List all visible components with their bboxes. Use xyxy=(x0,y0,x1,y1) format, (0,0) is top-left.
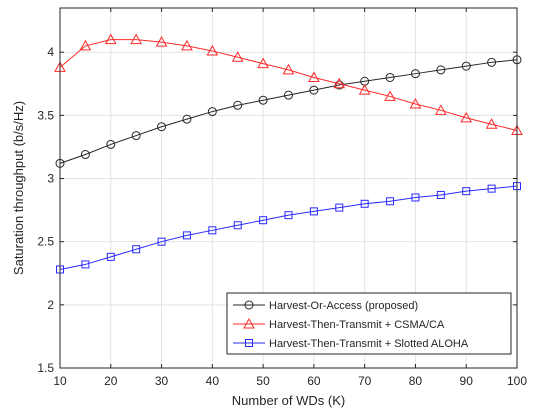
series-line xyxy=(59,39,518,132)
data-point-triangle xyxy=(333,77,346,89)
legend-box xyxy=(226,292,512,355)
data-point-circle xyxy=(233,100,243,110)
data-point-circle xyxy=(182,114,192,124)
legend-item: Harvest-Then-Transmit + Slotted ALOHA xyxy=(233,338,469,350)
data-point-triangle xyxy=(181,39,193,51)
data-point-square xyxy=(386,197,395,206)
series-triangle-group xyxy=(54,33,523,136)
data-point-circle xyxy=(385,72,395,82)
y-tick-label: 2 xyxy=(47,298,54,312)
data-point-triangle xyxy=(308,71,320,82)
data-point-circle xyxy=(131,131,141,141)
data-point-square xyxy=(462,187,471,196)
data-point-triangle xyxy=(384,90,396,101)
data-point-square xyxy=(284,211,293,220)
data-point-square xyxy=(360,199,369,208)
data-point-triangle xyxy=(206,44,219,56)
data-point-triangle xyxy=(358,84,371,95)
data-point-triangle xyxy=(104,33,117,45)
legend: Harvest-Or-Access (proposed) Harvest-Then… xyxy=(226,292,512,355)
series-line xyxy=(59,185,518,270)
series-square-group xyxy=(56,182,521,274)
x-tick-label: 80 xyxy=(409,374,423,388)
x-tick-label: 20 xyxy=(104,374,118,388)
legend-item: Harvest-Or-Access (proposed) xyxy=(233,300,418,312)
y-tick-label: 2.5 xyxy=(37,235,54,249)
y-tick-label: 3 xyxy=(47,172,54,186)
legend-label: Harvest-Then-Transmit + CSMA/CA xyxy=(269,319,445,331)
data-point-square xyxy=(208,226,217,235)
series-group xyxy=(54,33,523,274)
data-point-square xyxy=(309,207,318,216)
data-point-circle xyxy=(284,90,293,100)
axis-ticks: 10 20 30 40 50 60 70 80 90 100 1.5 2 2.5 3 3.5 4 xyxy=(37,8,527,388)
plot-frame xyxy=(59,7,518,369)
y-tick-label: 4 xyxy=(47,45,54,59)
data-point-triangle xyxy=(155,36,168,47)
legend-marker-triangle xyxy=(243,317,255,329)
data-point-square xyxy=(157,237,166,246)
data-point-square xyxy=(436,190,445,199)
data-point-circle xyxy=(487,57,497,67)
x-tick-label: 50 xyxy=(256,374,270,388)
data-point-square xyxy=(132,245,141,254)
data-point-triangle xyxy=(460,111,473,123)
legend-marker-square xyxy=(245,339,253,347)
x-axis-label: Number of WDs (K) xyxy=(232,393,345,408)
data-point-square xyxy=(411,193,420,202)
data-point-square xyxy=(81,260,90,269)
series-circle-group xyxy=(55,55,522,168)
data-point-circle xyxy=(258,95,268,105)
data-point-square xyxy=(259,216,268,225)
series-line xyxy=(59,59,518,164)
data-point-triangle xyxy=(434,104,447,115)
legend-item: Harvest-Then-Transmit + CSMA/CA xyxy=(233,317,445,331)
data-point-triangle xyxy=(485,118,498,129)
x-tick-label: 10 xyxy=(53,374,67,388)
x-tick-label: 30 xyxy=(155,374,169,388)
data-point-triangle xyxy=(409,97,422,109)
y-axis-label: Saturation throughput (b/s/Hz) xyxy=(11,101,26,275)
x-tick-label: 70 xyxy=(358,374,372,388)
data-point-square xyxy=(335,203,344,212)
data-point-circle xyxy=(207,107,217,117)
legend-label: Harvest-Then-Transmit + Slotted ALOHA xyxy=(269,338,469,350)
data-point-square xyxy=(233,221,242,230)
y-tick-label: 3.5 xyxy=(37,108,54,122)
data-point-circle xyxy=(461,61,471,71)
legend-label: Harvest-Or-Access (proposed) xyxy=(269,300,418,312)
data-point-triangle xyxy=(130,33,143,45)
data-point-triangle xyxy=(282,63,295,75)
y-tick-label: 1.5 xyxy=(37,361,54,375)
x-tick-label: 100 xyxy=(507,374,527,388)
data-point-square xyxy=(182,231,191,240)
data-point-square xyxy=(106,252,115,261)
data-point-triangle xyxy=(79,39,92,51)
data-point-circle xyxy=(106,139,116,149)
data-point-square xyxy=(487,184,496,193)
x-tick-label: 60 xyxy=(307,374,321,388)
data-point-circle xyxy=(436,65,446,75)
data-point-circle xyxy=(410,69,420,79)
data-point-triangle xyxy=(257,57,269,69)
data-point-circle xyxy=(157,122,167,132)
x-tick-label: 90 xyxy=(460,374,474,388)
data-point-triangle xyxy=(231,51,244,62)
data-point-circle xyxy=(80,150,90,160)
data-point-circle xyxy=(309,85,319,95)
x-tick-label: 40 xyxy=(206,374,220,388)
legend-marker-circle xyxy=(244,300,254,310)
